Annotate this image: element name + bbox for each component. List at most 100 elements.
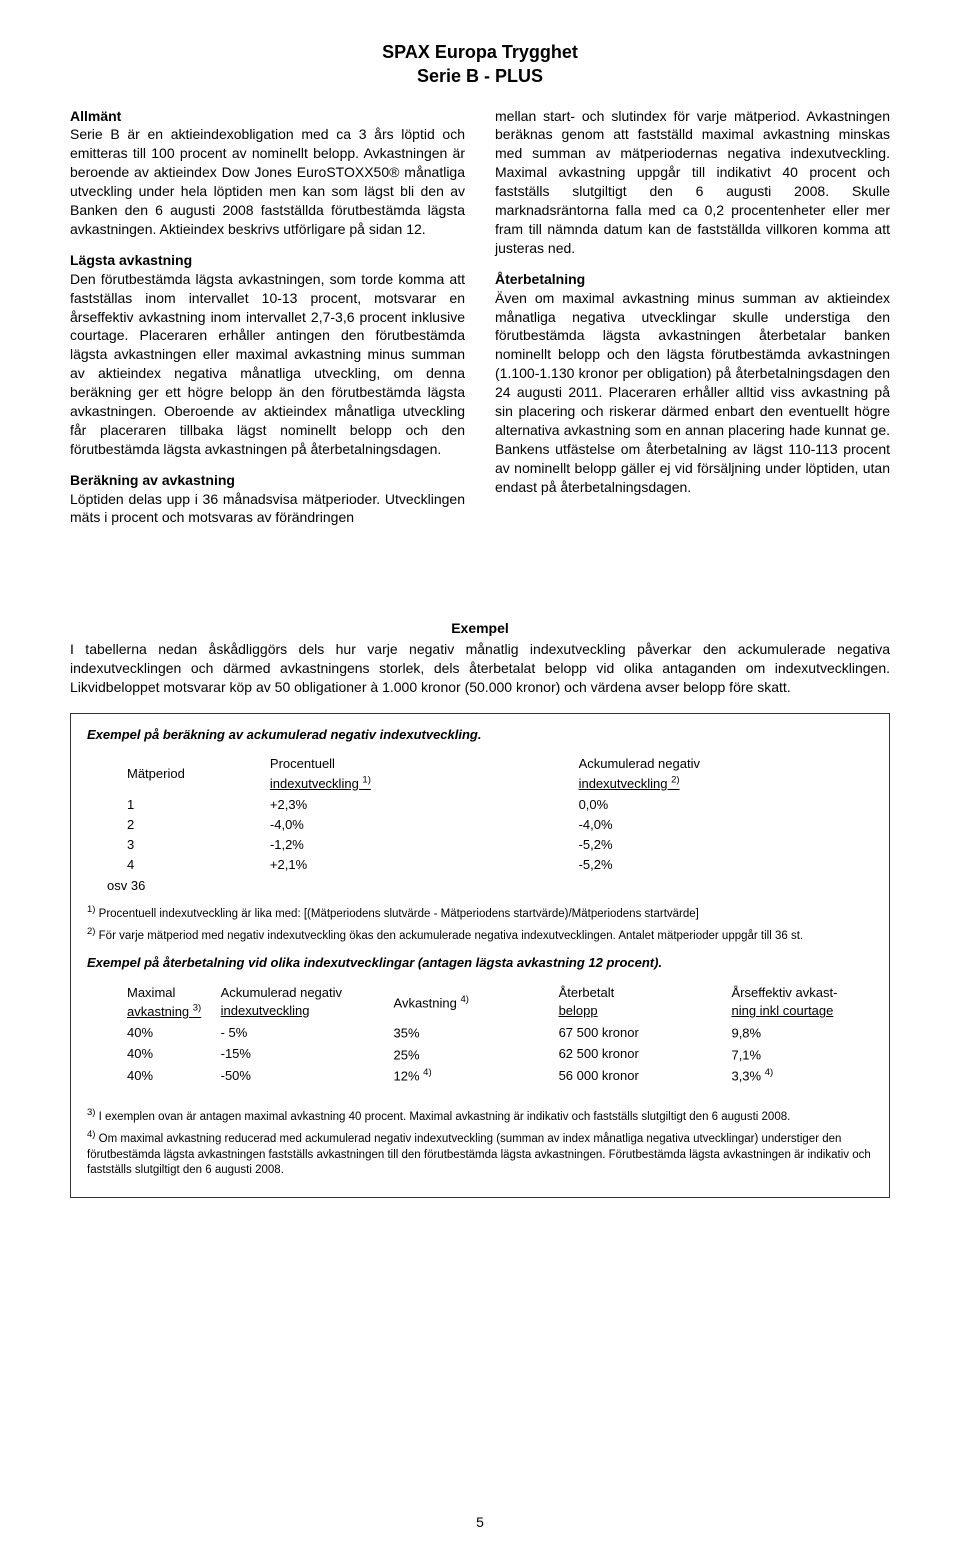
t1-r3-c1: 4 <box>87 855 260 875</box>
table-1-header: Mätperiod Procentuell indexutveckling 1)… <box>87 754 873 795</box>
heading-allmant: Allmänt <box>70 108 121 124</box>
document-title: SPAX Europa Trygghet Serie B - PLUS <box>70 40 890 89</box>
table-row: 1 +2,3% 0,0% <box>87 795 873 815</box>
body-aterbetalning: Även om maximal avkastning minus summan … <box>495 290 890 495</box>
example-intro: I tabellerna nedan åskådliggörs dels hur… <box>70 640 890 697</box>
t1-h2a: Procentuell <box>270 756 335 771</box>
table-row: 40% - 5% 35% 67 500 kronor 9,8% <box>87 1022 873 1044</box>
box-title-1: Exempel på beräkning av ackumulerad nega… <box>87 726 873 744</box>
t2-r2-d1: 40% <box>87 1065 221 1087</box>
footnote-2: 2) För varje mätperiod med negativ index… <box>87 926 873 944</box>
t2-h1: Maximal avkastning 3) <box>87 983 221 1023</box>
footnote-1: 1) Procentuell indexutveckling är lika m… <box>87 904 873 922</box>
t1-r3-c3: -5,2% <box>559 855 873 875</box>
t2-h2: Ackumulerad negativ indexutveckling <box>221 983 394 1023</box>
example-section: Exempel I tabellerna nedan åskådliggörs … <box>70 619 890 1197</box>
t2-r1-d2: -15% <box>221 1044 394 1066</box>
example-box: Exempel på beräkning av ackumulerad nega… <box>70 713 890 1198</box>
table-row: osv 36 <box>87 876 873 896</box>
t1-h2-sup: 1) <box>362 774 370 785</box>
t2-r1-d4: 62 500 kronor <box>559 1044 732 1066</box>
table-row: 3 -1,2% -5,2% <box>87 835 873 855</box>
continuation-text: mellan start- och slutindex för varje mä… <box>495 107 890 258</box>
t2-h2a: Ackumulerad negativ <box>221 985 342 1000</box>
t1-r3-c2: +2,1% <box>260 855 559 875</box>
t2-h3-sup: 4) <box>460 994 468 1005</box>
t2-h3a: Avkastning <box>394 995 461 1010</box>
table-1: Mätperiod Procentuell indexutveckling 1)… <box>87 754 873 896</box>
right-column: mellan start- och slutindex för varje mä… <box>495 107 890 540</box>
t2-r0-d1: 40% <box>87 1022 221 1044</box>
document-page: SPAX Europa Trygghet Serie B - PLUS Allm… <box>0 0 960 1552</box>
t1-r1-c2: -4,0% <box>260 815 559 835</box>
box-title-2: Exempel på återbetalning vid olika index… <box>87 954 873 972</box>
t1-r2-c3: -5,2% <box>559 835 873 855</box>
table-row: 4 +2,1% -5,2% <box>87 855 873 875</box>
body-allmant: Serie B är en aktieindexobligation med c… <box>70 126 465 236</box>
t2-h4b: belopp <box>559 1003 598 1018</box>
table-row: 2 -4,0% -4,0% <box>87 815 873 835</box>
t1-h1: Mätperiod <box>87 754 260 795</box>
t1-r1-c3: -4,0% <box>559 815 873 835</box>
t2-r2-d5: 3,3% 4) <box>731 1065 873 1087</box>
t1-h2b: indexutveckling <box>270 776 363 791</box>
table-row: 40% -50% 12% 4) 56 000 kronor 3,3% 4) <box>87 1065 873 1087</box>
title-line-1: SPAX Europa Trygghet <box>70 40 890 64</box>
footnote-4: 4) Om maximal avkastning reducerad med a… <box>87 1129 873 1178</box>
heading-aterbetalning: Återbetalning <box>495 271 585 287</box>
t1-r2-c1: 3 <box>87 835 260 855</box>
t2-r2-d2: -50% <box>221 1065 394 1087</box>
table-2: Maximal avkastning 3) Ackumulerad negati… <box>87 983 873 1087</box>
body-berakning: Löptiden delas upp i 36 månadsvisa mätpe… <box>70 491 465 526</box>
t2-h1-sup: 3) <box>193 1003 201 1014</box>
t1-h3b: indexutveckling <box>579 776 672 791</box>
t2-r0-d4: 67 500 kronor <box>559 1022 732 1044</box>
t1-h3-sup: 2) <box>671 774 679 785</box>
t2-r0-d3: 35% <box>394 1022 559 1044</box>
t2-h4a: Återbetalt <box>559 985 615 1000</box>
section-allmant: Allmänt Serie B är en aktieindexobligati… <box>70 107 465 239</box>
example-heading: Exempel <box>70 619 890 638</box>
t2-r1-d3: 25% <box>394 1044 559 1066</box>
fn2-text: För varje mätperiod med negativ indexutv… <box>95 930 803 942</box>
t2-h3: Avkastning 4) <box>394 983 559 1023</box>
t1-r0-c3: 0,0% <box>559 795 873 815</box>
fn1-text: Procentuell indexutveckling är lika med:… <box>95 908 698 920</box>
t2-h4: Återbetalt belopp <box>559 983 732 1023</box>
t1-r0-c2: +2,3% <box>260 795 559 815</box>
t2-h5a: Årseffektiv avkast- <box>731 985 837 1000</box>
t1-r2-c2: -1,2% <box>260 835 559 855</box>
t1-lastrow: osv 36 <box>87 876 260 896</box>
page-number: 5 <box>0 1514 960 1530</box>
t2-h1b: avkastning <box>127 1004 193 1019</box>
section-berakning: Beräkning av avkastning Löptiden delas u… <box>70 471 465 528</box>
table-row: 40% -15% 25% 62 500 kronor 7,1% <box>87 1044 873 1066</box>
t2-r1-d1: 40% <box>87 1044 221 1066</box>
t2-r2-d4: 56 000 kronor <box>559 1065 732 1087</box>
t2-h2b: indexutveckling <box>221 1003 310 1018</box>
t2-r0-d2: - 5% <box>221 1022 394 1044</box>
t2-r1-d5: 7,1% <box>731 1044 873 1066</box>
section-aterbetalning: Återbetalning Även om maximal avkastning… <box>495 270 890 497</box>
title-line-2: Serie B - PLUS <box>70 64 890 88</box>
t1-h3a: Ackumulerad negativ <box>579 756 700 771</box>
heading-berakning: Beräkning av avkastning <box>70 472 235 488</box>
footnote-3: 3) I exemplen ovan är antagen maximal av… <box>87 1107 873 1125</box>
t2-h5: Årseffektiv avkast- ning inkl courtage <box>731 983 873 1023</box>
t2-r0-d5: 9,8% <box>731 1022 873 1044</box>
section-lagsta: Lägsta avkastning Den förutbestämda lägs… <box>70 251 465 459</box>
body-lagsta: Den förutbestämda lägsta avkastningen, s… <box>70 271 465 457</box>
table-2-header: Maximal avkastning 3) Ackumulerad negati… <box>87 983 873 1023</box>
t2-h5b: ning inkl courtage <box>731 1003 833 1018</box>
t1-r0-c1: 1 <box>87 795 260 815</box>
t2-h1a: Maximal <box>127 985 175 1000</box>
left-column: Allmänt Serie B är en aktieindexobligati… <box>70 107 465 540</box>
heading-lagsta: Lägsta avkastning <box>70 252 192 268</box>
t2-r2-d3: 12% 4) <box>394 1065 559 1087</box>
t1-h2: Procentuell indexutveckling 1) <box>260 754 559 795</box>
t1-r1-c1: 2 <box>87 815 260 835</box>
fn4-text: Om maximal avkastning reducerad med acku… <box>87 1133 871 1176</box>
t1-h3: Ackumulerad negativ indexutveckling 2) <box>559 754 873 795</box>
two-column-text: Allmänt Serie B är en aktieindexobligati… <box>70 107 890 540</box>
fn3-text: I exemplen ovan är antagen maximal avkas… <box>95 1111 790 1123</box>
